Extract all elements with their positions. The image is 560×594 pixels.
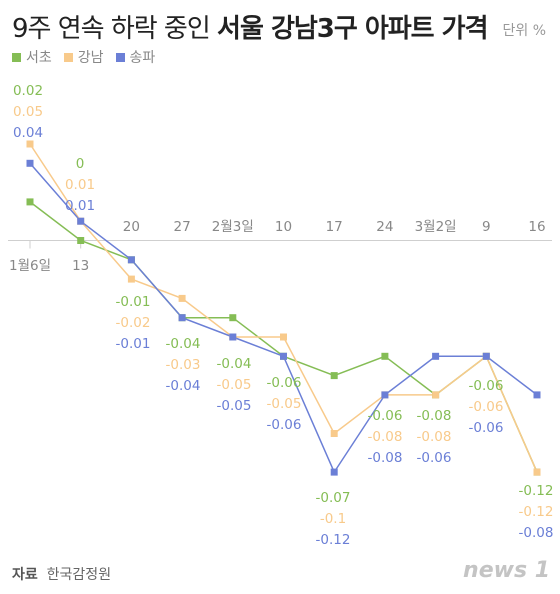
data-label-songpa: 0.01 xyxy=(65,198,95,214)
data-label-songpa: -0.05 xyxy=(217,398,252,414)
point-gangnam xyxy=(178,294,186,302)
unit-label: 단위 % xyxy=(502,23,546,39)
legend-label-songpa: 송파 xyxy=(129,50,156,66)
point-gangnam xyxy=(330,430,338,437)
data-label-songpa: -0.04 xyxy=(166,378,201,394)
data-label-songpa: -0.08 xyxy=(519,525,554,541)
point-gangnam xyxy=(533,468,541,476)
data-label-seocho: -0.06 xyxy=(368,408,403,424)
data-label-gangnam: -0.03 xyxy=(166,357,201,373)
legend-item-songpa: 송파 xyxy=(115,47,156,67)
legend: 서초 강남 송파 xyxy=(12,47,155,67)
point-seocho xyxy=(26,198,34,206)
point-songpa xyxy=(381,391,389,399)
point-songpa xyxy=(77,217,85,225)
data-label-songpa: -0.01 xyxy=(116,336,151,352)
data-label-seocho: -0.08 xyxy=(417,408,452,424)
data-label-songpa: -0.08 xyxy=(368,450,403,466)
title-regular: 9주 연속 하락 중인 xyxy=(12,14,218,44)
x-tick-label: 24 xyxy=(376,219,393,235)
legend-label-seocho: 서초 xyxy=(26,50,52,66)
legend-item-gangnam: 강남 xyxy=(63,47,104,67)
data-label-gangnam: -0.02 xyxy=(116,315,151,331)
data-label-gangnam: -0.05 xyxy=(217,377,252,393)
point-seocho xyxy=(330,372,338,380)
x-tick-label: 9 xyxy=(482,219,491,235)
data-label-seocho: -0.04 xyxy=(217,356,252,372)
point-songpa xyxy=(533,391,541,399)
data-label-songpa: -0.06 xyxy=(417,450,452,466)
data-label-seocho: -0.12 xyxy=(519,483,554,499)
point-songpa xyxy=(432,352,440,360)
brand-logo: news 1 xyxy=(463,558,550,583)
data-label-gangnam: 0.01 xyxy=(65,177,95,193)
data-label-gangnam: -0.06 xyxy=(469,399,504,415)
source-name: 한국감정원 xyxy=(46,567,112,583)
data-label-gangnam: -0.1 xyxy=(320,511,346,527)
data-label-seocho: -0.06 xyxy=(267,375,302,391)
legend-item-seocho: 서초 xyxy=(12,47,52,67)
data-label-seocho: -0.01 xyxy=(116,294,151,310)
chart-title: 9주 연속 하락 중인 서울 강남3구 아파트 가격 xyxy=(12,8,489,45)
data-label-seocho: -0.07 xyxy=(316,490,351,506)
point-gangnam xyxy=(127,275,135,283)
legend-swatch-seocho xyxy=(12,52,21,62)
point-songpa xyxy=(127,256,135,264)
point-seocho xyxy=(77,237,85,244)
x-tick-label: 2월3일 xyxy=(212,219,254,235)
data-label-gangnam: -0.05 xyxy=(267,396,302,412)
x-tick-label: 16 xyxy=(528,219,545,235)
data-label-seocho: -0.04 xyxy=(166,336,201,352)
data-label-songpa: -0.06 xyxy=(469,420,504,436)
legend-swatch-gangnam xyxy=(63,52,73,62)
point-seocho xyxy=(229,314,237,322)
x-tick-label: 3월2일 xyxy=(415,219,457,235)
source-label: 자료 xyxy=(12,567,38,583)
data-label-songpa: -0.06 xyxy=(267,417,302,433)
legend-label-gangnam: 강남 xyxy=(77,50,104,66)
data-label-gangnam: 0.05 xyxy=(13,104,43,120)
x-tick-label: 17 xyxy=(326,219,343,235)
title-bold: 서울 강남3구 아파트 가격 xyxy=(217,14,488,44)
data-label-seocho: -0.06 xyxy=(469,378,504,394)
point-songpa xyxy=(229,333,237,341)
data-label-gangnam: -0.08 xyxy=(417,429,452,445)
point-songpa xyxy=(280,352,287,360)
source-note: 자료 한국감정원 xyxy=(12,564,111,584)
point-seocho xyxy=(381,352,389,360)
x-tick-label: 1월6일 xyxy=(9,258,51,274)
point-gangnam xyxy=(280,333,287,341)
data-label-seocho: 0 xyxy=(76,156,85,172)
point-songpa xyxy=(178,314,186,322)
data-label-songpa: 0.04 xyxy=(13,125,43,141)
point-gangnam xyxy=(26,140,34,148)
data-label-seocho: 0.02 xyxy=(13,83,43,99)
point-songpa xyxy=(330,468,338,476)
x-tick-label: 10 xyxy=(275,219,292,235)
point-songpa xyxy=(482,352,490,360)
x-tick-label: 27 xyxy=(174,219,191,235)
x-tick-label: 20 xyxy=(123,219,140,235)
point-songpa xyxy=(26,159,34,167)
data-label-gangnam: -0.08 xyxy=(368,429,403,445)
point-gangnam xyxy=(432,391,440,399)
legend-swatch-songpa xyxy=(115,52,125,62)
x-tick-label: 13 xyxy=(72,258,89,274)
data-label-gangnam: -0.12 xyxy=(519,504,554,520)
data-label-songpa: -0.12 xyxy=(316,532,351,548)
